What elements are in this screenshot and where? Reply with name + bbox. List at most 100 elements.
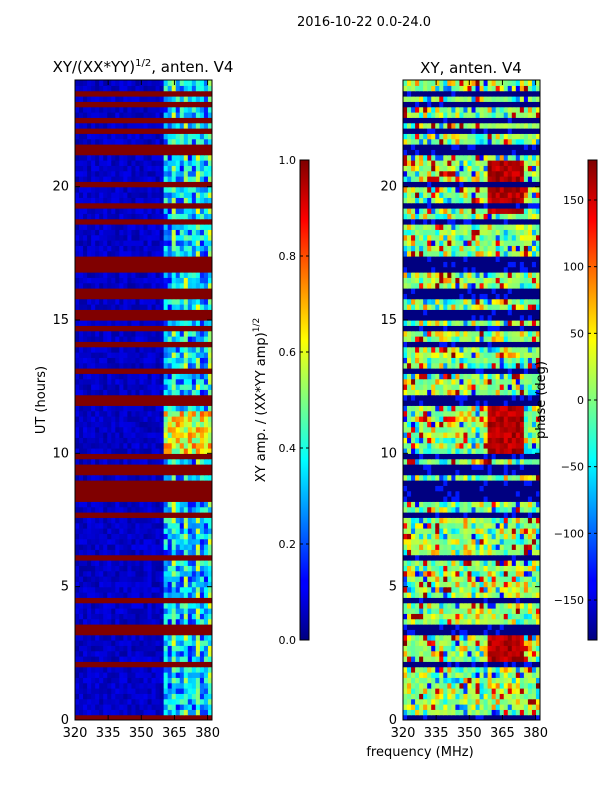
amplitude-heatmap-cell [103, 512, 108, 518]
phase-heatmap-cell [467, 645, 473, 652]
amplitude-heatmap-cell [203, 522, 209, 529]
amplitude-heatmap-cell [159, 282, 165, 289]
amplitude-heatmap-cell [83, 101, 88, 108]
amplitude-heatmap-cell [115, 224, 120, 230]
amplitude-heatmap-cell [131, 400, 137, 406]
amplitude-heatmap-cell [199, 421, 205, 428]
phase-heatmap-cell [495, 634, 501, 641]
amplitude-heatmap-cell [75, 634, 80, 641]
amplitude-heatmap-cell [135, 122, 141, 129]
phase-heatmap-cell [455, 666, 461, 673]
amplitude-heatmap-cell [135, 186, 141, 193]
amplitude-heatmap-cell [83, 645, 88, 652]
amplitude-heatmap-cell [179, 698, 185, 705]
amplitude-colorbar-tick-label: 0.4 [279, 442, 297, 455]
amplitude-heatmap-cell [115, 672, 120, 678]
amplitude-heatmap-cell [135, 709, 141, 716]
amplitude-heatmap-cell [155, 330, 161, 337]
amplitude-heatmap-cell [151, 85, 157, 92]
amplitude-heatmap-cell [203, 565, 209, 572]
amplitude-heatmap-cell [143, 341, 149, 348]
amplitude-heatmap-cell [191, 384, 197, 390]
amplitude-heatmap-cell [203, 181, 209, 188]
amplitude-heatmap-cell [167, 496, 173, 502]
amplitude-heatmap-cell [179, 80, 185, 86]
amplitude-heatmap-cell [95, 357, 100, 364]
phase-heatmap-cell [483, 693, 489, 700]
phase-heatmap-cell [459, 693, 465, 700]
amplitude-x-tick-label: 335 [96, 726, 121, 741]
phase-heatmap-cell [535, 704, 540, 710]
amplitude-heatmap-cell [203, 117, 209, 124]
amplitude-heatmap-cell [107, 314, 112, 321]
amplitude-heatmap-cell [183, 693, 189, 700]
amplitude-heatmap-cell [199, 640, 205, 646]
phase-heatmap-cell [415, 656, 420, 662]
amplitude-heatmap-cell [203, 138, 209, 145]
amplitude-heatmap-cell [151, 181, 157, 188]
amplitude-heatmap-cell [95, 384, 100, 390]
amplitude-heatmap-cell [147, 288, 153, 294]
amplitude-heatmap-cell [151, 677, 157, 684]
amplitude-heatmap-cell [191, 570, 197, 577]
amplitude-heatmap-cell [175, 362, 181, 369]
amplitude-heatmap-cell [203, 714, 209, 720]
amplitude-heatmap-cell [95, 416, 100, 422]
amplitude-heatmap-cell [187, 165, 193, 172]
amplitude-heatmap-cell [131, 368, 137, 374]
amplitude-heatmap-cell [179, 128, 185, 134]
phase-heatmap-cell [527, 586, 533, 593]
amplitude-heatmap-cell [179, 149, 185, 156]
amplitude-heatmap-cell [91, 528, 96, 534]
amplitude-heatmap-cell [127, 464, 133, 470]
phase-heatmap-cell [443, 613, 448, 620]
amplitude-heatmap-cell [103, 336, 108, 342]
amplitude-heatmap-cell [183, 352, 189, 358]
amplitude-heatmap-cell [151, 117, 157, 124]
amplitude-heatmap-cell [135, 218, 141, 225]
amplitude-heatmap-cell [163, 138, 169, 145]
amplitude-heatmap-cell [159, 405, 165, 412]
amplitude-heatmap-cell [139, 341, 145, 348]
amplitude-heatmap-cell [147, 208, 153, 214]
phase-heatmap-cell [483, 650, 489, 657]
phase-heatmap-cell [503, 586, 509, 593]
amplitude-heatmap-cell [123, 570, 128, 577]
amplitude-heatmap-cell [75, 581, 80, 588]
amplitude-heatmap-cell [183, 522, 189, 529]
phase-heatmap-cell [427, 698, 432, 705]
amplitude-heatmap-cell [187, 709, 193, 716]
phase-heatmap-cell [467, 586, 473, 593]
amplitude-heatmap-cell [79, 218, 84, 225]
phase-heatmap-cell [519, 714, 525, 720]
amplitude-heatmap-cell [95, 485, 100, 492]
amplitude-heatmap-cell [123, 384, 128, 390]
amplitude-heatmap-cell [167, 421, 173, 428]
amplitude-heatmap-cell [107, 138, 112, 145]
phase-heatmap-cell [479, 592, 485, 598]
phase-heatmap-cell [407, 597, 412, 604]
amplitude-heatmap-cell [163, 277, 169, 284]
phase-heatmap-cell [447, 698, 452, 705]
amplitude-heatmap-cell [135, 453, 141, 460]
amplitude-heatmap-cell [79, 181, 84, 188]
amplitude-heatmap-cell [159, 250, 165, 257]
amplitude-heatmap-cell [139, 501, 145, 508]
amplitude-heatmap-cell [79, 490, 84, 497]
phase-heatmap-cell [407, 608, 412, 614]
phase-heatmap-cell [403, 608, 408, 614]
phase-heatmap-cell [527, 688, 533, 694]
amplitude-heatmap-cell [127, 538, 133, 545]
phase-heatmap-cell [455, 592, 461, 598]
amplitude-heatmap-cell [175, 432, 181, 438]
phase-heatmap-cell [487, 672, 493, 678]
amplitude-heatmap-cell [183, 629, 189, 636]
amplitude-heatmap-cell [131, 384, 137, 390]
amplitude-heatmap-cell [87, 522, 92, 529]
amplitude-heatmap-cell [115, 405, 120, 412]
amplitude-heatmap-cell [199, 85, 205, 92]
amplitude-heatmap-cell [171, 442, 177, 449]
amplitude-heatmap-cell [103, 384, 108, 390]
amplitude-heatmap-cell [103, 522, 108, 529]
amplitude-heatmap-cell [99, 272, 104, 278]
